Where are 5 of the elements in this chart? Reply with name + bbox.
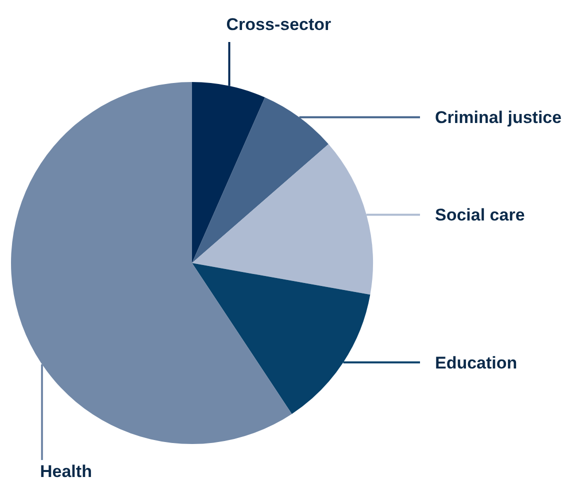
slice-label: Cross-sector [226,15,332,34]
slice-label: Education [435,353,518,372]
slice-label: Health [40,462,92,481]
slice-label: Social care [435,206,525,225]
slice-label: Criminal justice [435,108,562,128]
